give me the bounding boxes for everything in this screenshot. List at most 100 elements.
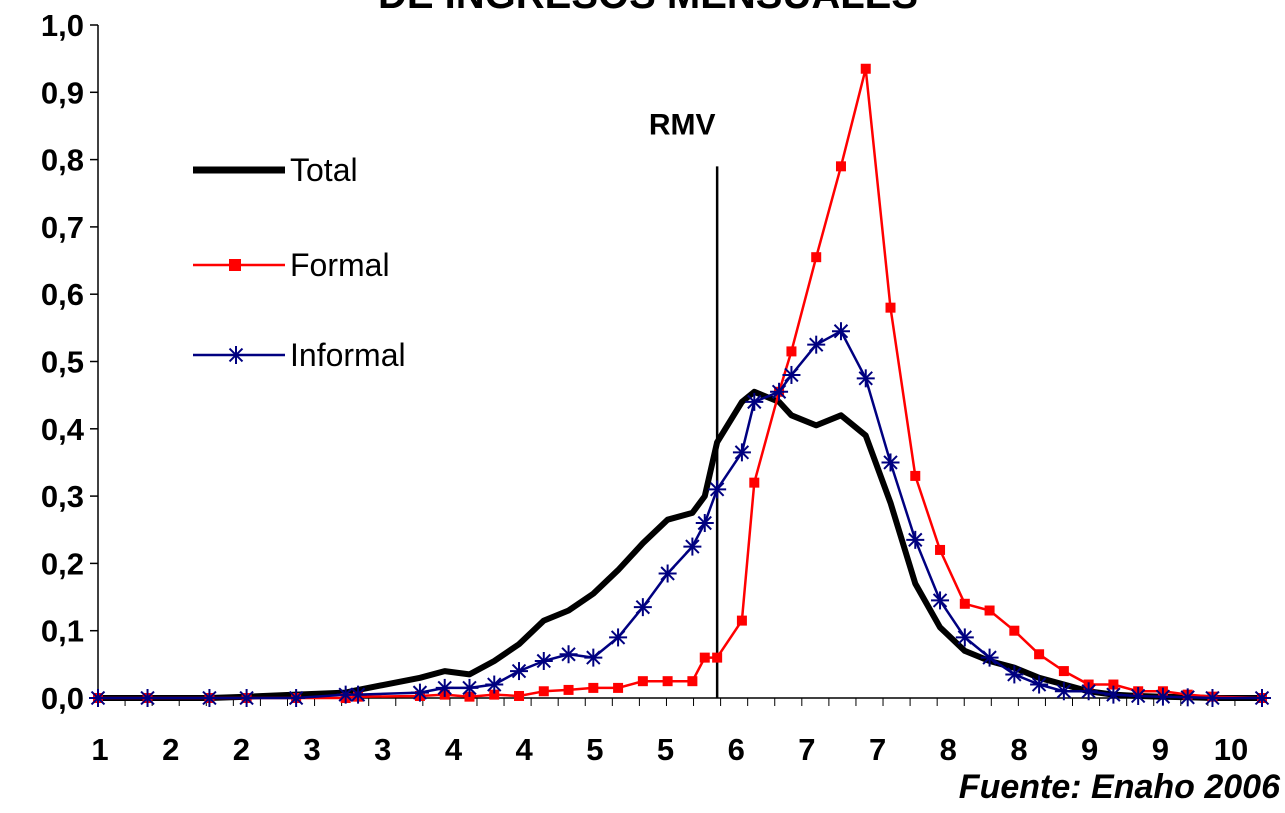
point-formal: [1058, 666, 1069, 677]
star-stroke: [957, 630, 972, 645]
legend-marker-informal: [227, 346, 245, 364]
star-stroke: [350, 687, 366, 702]
point-formal: [1034, 649, 1045, 660]
point-formal: [662, 676, 673, 687]
star-stroke: [586, 650, 601, 665]
point-formal: [687, 676, 698, 687]
x-tick-label: 2: [162, 732, 179, 767]
legend: Total Formal Informal: [193, 152, 406, 373]
point-formal: [699, 652, 710, 663]
point-formal: [637, 676, 648, 687]
legend-label-informal: Informal: [290, 337, 406, 373]
y-tick-label: 1,0: [41, 8, 84, 43]
x-tick-label: 4: [445, 732, 463, 767]
point-formal: [588, 682, 599, 693]
star-stroke: [437, 680, 452, 696]
star-stroke: [697, 515, 712, 531]
point-informal: [683, 537, 702, 556]
point-formal: [910, 470, 921, 481]
legend-label-total: Total: [290, 152, 358, 188]
point-formal: [959, 598, 970, 609]
point-informal: [435, 678, 454, 697]
x-tick-label: 6: [728, 732, 745, 767]
point-informal: [534, 651, 553, 670]
star-stroke: [561, 647, 576, 662]
point-informal: [633, 598, 652, 617]
point-informal: [237, 689, 256, 707]
point-informal: [770, 382, 789, 401]
star-stroke: [202, 690, 217, 706]
point-formal: [613, 682, 624, 693]
star-stroke: [734, 445, 750, 460]
point-informal: [856, 369, 875, 388]
series-group: [89, 63, 1271, 707]
point-informal: [510, 662, 529, 681]
legend-marker-formal: [229, 259, 241, 271]
star-stroke: [412, 685, 428, 700]
point-informal: [906, 530, 925, 549]
point-formal: [749, 477, 760, 488]
star-stroke: [771, 384, 787, 399]
star-stroke: [228, 347, 244, 363]
point-formal: [514, 690, 525, 701]
x-tick-label: 9: [1152, 732, 1169, 767]
x-tick-label: 9: [1081, 732, 1098, 767]
axes: 0,0 0,1 0,2 0,3 0,4 0,5 0,6 0,7 0,8 0,9 1,0 1 2 2 3 3 4 4…: [41, 8, 1263, 767]
series-line-formal: [98, 67, 1263, 700]
point-formal: [563, 684, 574, 695]
star-stroke: [1180, 690, 1195, 705]
star-stroke: [1081, 684, 1096, 699]
point-informal: [695, 514, 714, 533]
star-stroke: [239, 690, 254, 706]
star-stroke: [1106, 687, 1121, 702]
point-formal: [712, 652, 723, 663]
star-stroke: [908, 532, 923, 548]
point-formal: [736, 615, 747, 626]
point-informal: [349, 685, 368, 704]
point-informal: [200, 689, 219, 707]
star-stroke: [536, 653, 551, 669]
point-informal: [1203, 689, 1222, 707]
star-stroke: [660, 566, 675, 581]
point-informal: [485, 675, 504, 694]
point-informal: [807, 335, 826, 354]
point-informal: [1178, 688, 1197, 707]
star-stroke: [932, 593, 948, 608]
y-tick-label: 0,3: [41, 479, 84, 514]
y-tick-label: 0,9: [41, 75, 84, 110]
point-informal: [980, 648, 999, 667]
point-formal: [489, 689, 500, 700]
star-stroke: [982, 650, 997, 665]
x-tick-label: 1: [91, 732, 108, 767]
chart-title: DE INGRESOS MENSUALES: [378, 0, 918, 17]
point-informal: [410, 683, 429, 702]
x-tick-label: 2: [233, 732, 250, 767]
point-informal: [1129, 686, 1148, 705]
point-informal: [460, 678, 479, 697]
star-stroke: [288, 690, 304, 706]
point-informal: [658, 564, 677, 583]
point-informal: [931, 591, 950, 610]
star-stroke: [685, 539, 700, 554]
point-formal: [538, 686, 549, 697]
point-formal: [984, 605, 995, 616]
point-informal: [782, 365, 801, 384]
point-informal: [1153, 687, 1172, 706]
x-tick-label: 5: [657, 732, 674, 767]
star-stroke: [90, 690, 106, 706]
x-tick-label: 8: [940, 732, 957, 767]
point-informal: [559, 645, 578, 664]
point-formal: [1009, 625, 1020, 636]
star-stroke: [635, 599, 651, 615]
star-stroke: [709, 482, 725, 497]
x-tick-label: 10: [1214, 732, 1248, 767]
point-informal: [831, 322, 850, 341]
y-tick-label: 0,6: [41, 277, 84, 312]
star-stroke: [1031, 677, 1047, 692]
point-informal: [1253, 689, 1271, 707]
star-stroke: [1205, 690, 1220, 706]
point-formal: [835, 161, 846, 172]
legend-label-formal: Formal: [290, 247, 390, 283]
y-tick-label: 0,5: [41, 345, 84, 380]
star-stroke: [511, 663, 527, 679]
